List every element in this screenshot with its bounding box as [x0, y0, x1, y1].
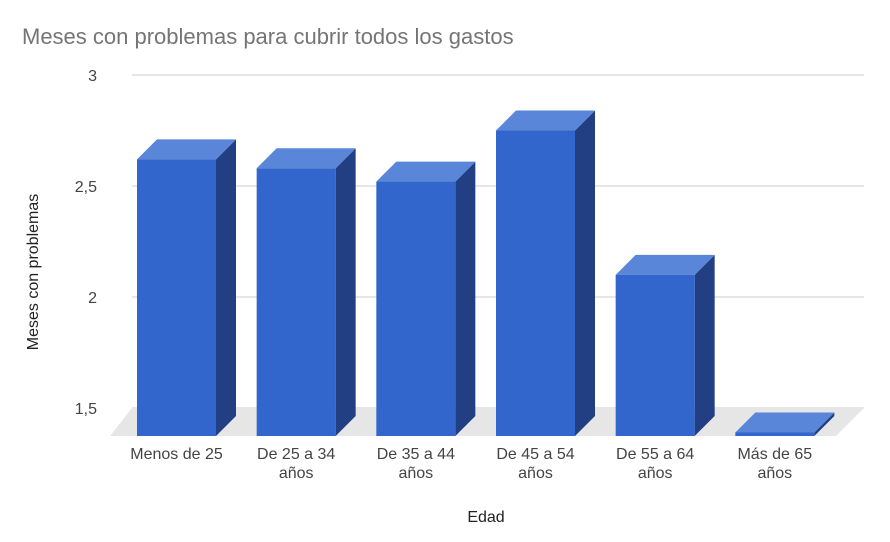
bar-top — [256, 148, 356, 169]
y-tick-label: 3 — [88, 68, 97, 85]
bar — [256, 148, 356, 436]
bar-side — [575, 110, 595, 437]
bar — [137, 139, 236, 436]
chart-title: Meses con problemas para cubrir todos lo… — [22, 24, 514, 49]
bar-front — [735, 432, 815, 436]
x-tick-label: De 25 a 34 años — [257, 446, 335, 482]
y-tick-label: 2 — [88, 290, 97, 307]
x-tick-label: De 35 a 44 años — [377, 446, 455, 482]
bar-top — [735, 412, 835, 433]
bars — [137, 110, 835, 437]
bar — [615, 254, 715, 436]
bar-front — [376, 181, 456, 436]
bar-side — [455, 161, 476, 436]
bar-top — [496, 110, 595, 131]
x-tick-label: Menos de 25 — [130, 446, 223, 463]
bar-top — [376, 161, 476, 182]
x-tick-label: De 55 a 64 años — [616, 446, 694, 482]
y-tick-label: 2,5 — [75, 179, 97, 196]
bar-top — [137, 139, 236, 160]
bar-side — [694, 254, 715, 436]
bar-side — [335, 148, 356, 436]
bar-side — [216, 139, 236, 436]
bar-front — [615, 274, 695, 436]
y-axis-ticks: 1,5 2 2,5 3 — [75, 68, 97, 418]
bar — [496, 110, 595, 437]
bar-top — [615, 254, 715, 275]
x-axis-ticks: Menos de 25 De 25 a 34 años De 35 a 44 años D… — [130, 446, 812, 482]
x-axis-label: Edad — [467, 509, 504, 526]
bar-front — [137, 159, 216, 436]
x-tick-label: De 45 a 54 años — [496, 446, 574, 482]
bar — [376, 161, 476, 436]
y-tick-label: 1,5 — [75, 401, 97, 418]
bar-front — [256, 168, 336, 436]
bar-side — [814, 412, 835, 436]
bar — [735, 412, 835, 436]
x-tick-label: Más de 65 años — [737, 446, 812, 482]
bar-front — [496, 130, 575, 436]
y-axis-label: Meses con problemas — [25, 194, 42, 351]
